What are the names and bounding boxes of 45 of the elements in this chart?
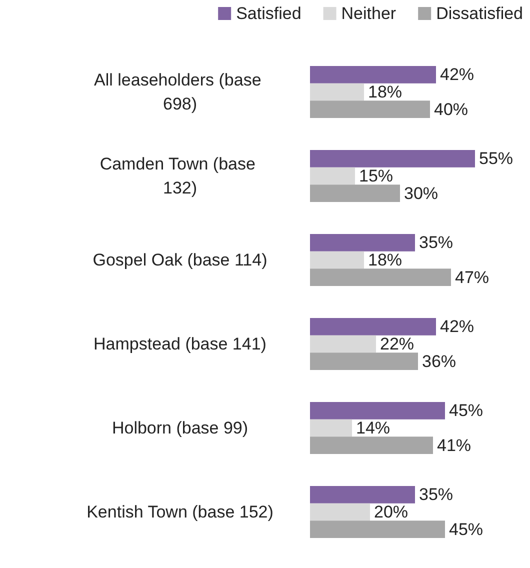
data-label: 18% — [368, 82, 402, 102]
bar — [310, 436, 433, 454]
legend-label: Dissatisfied — [436, 4, 524, 23]
bar — [310, 335, 376, 353]
data-label: 35% — [419, 485, 454, 504]
bar — [310, 318, 436, 336]
bar — [310, 251, 364, 269]
bar — [310, 184, 400, 202]
data-label: 42% — [440, 317, 474, 336]
bar — [310, 419, 352, 437]
y-tick-label: Hampstead (base 141) — [94, 334, 266, 354]
bar — [310, 83, 364, 101]
data-label: 35% — [419, 233, 454, 252]
data-label: 30% — [404, 184, 438, 203]
bar — [310, 503, 370, 521]
data-label: 45% — [449, 520, 484, 539]
data-label: 41% — [437, 436, 472, 455]
y-tick-label: Camden Town (base 132) — [100, 154, 260, 198]
bar — [310, 150, 475, 168]
data-label: 36% — [422, 352, 456, 371]
data-label: 45% — [449, 401, 484, 420]
bar — [310, 66, 436, 84]
bar — [310, 520, 445, 538]
data-label: 15% — [359, 166, 394, 186]
bar — [310, 100, 430, 118]
data-label: 40% — [434, 100, 468, 119]
bar — [310, 352, 418, 370]
bar — [310, 486, 415, 504]
bar — [310, 234, 415, 252]
data-label: 18% — [368, 250, 402, 270]
bar — [310, 268, 451, 286]
y-tick-label: All leaseholders (base 698) — [94, 70, 266, 114]
bar — [310, 402, 445, 420]
y-tick-label: Kentish Town (base 152) — [86, 502, 274, 522]
legend-label: Satisfied — [236, 4, 302, 23]
y-tick-label: Holborn (base 99) — [112, 418, 248, 438]
data-label: 47% — [455, 268, 490, 287]
data-label: 20% — [374, 502, 408, 522]
data-label: 14% — [356, 418, 390, 438]
bar — [310, 167, 355, 185]
data-label: 55% — [479, 149, 514, 168]
legend-label: Neither — [341, 4, 396, 23]
y-tick-label: Gospel Oak (base 114) — [92, 250, 268, 270]
data-label: 42% — [440, 65, 474, 84]
data-label: 22% — [380, 334, 414, 354]
